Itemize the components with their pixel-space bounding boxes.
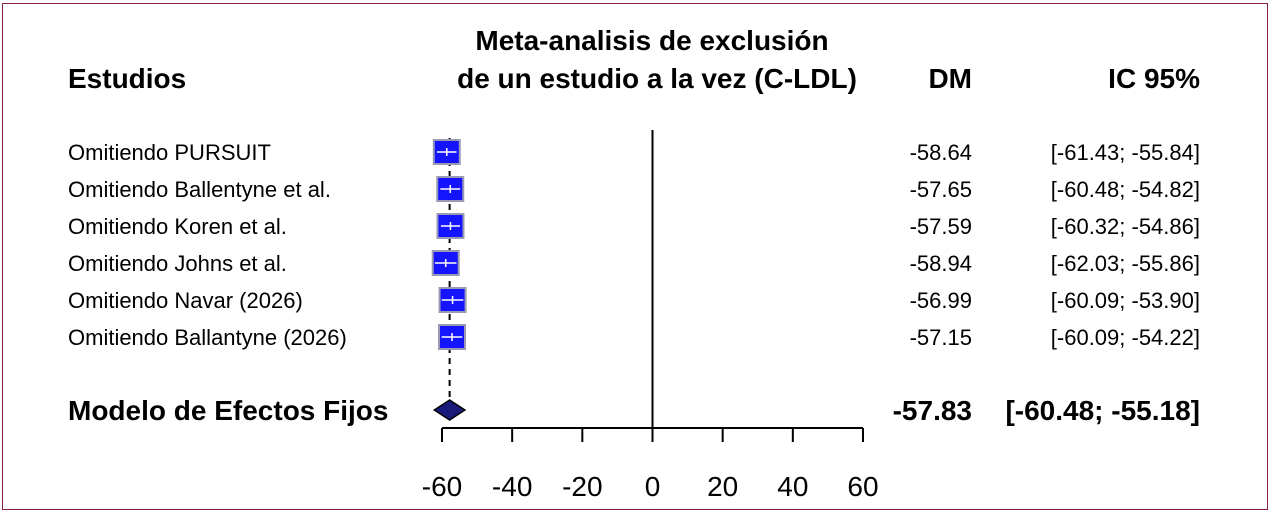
dm-header: DM: [928, 63, 972, 94]
study-label: Omitiendo Ballentyne et al.: [68, 177, 331, 202]
study-dm-value: -58.94: [910, 251, 972, 276]
x-tick-label: -60: [422, 471, 462, 502]
study-label: Omitiendo Ballantyne (2026): [68, 325, 347, 350]
chart-title-line1: Meta-analisis de exclusión: [475, 25, 828, 56]
study-dm-value: -57.15: [910, 325, 972, 350]
chart-title-line2: de un estudio a la vez (C-LDL): [457, 63, 857, 94]
study-dm-value: -57.59: [910, 214, 972, 239]
x-tick-label: -20: [562, 471, 602, 502]
study-label: Omitiendo Johns et al.: [68, 251, 287, 276]
summary-diamond: [432, 399, 467, 421]
study-ci-value: [-60.09; -53.90]: [1051, 288, 1200, 313]
studies-header: Estudios: [68, 63, 186, 94]
study-dm-value: -58.64: [910, 140, 972, 165]
study-label: Omitiendo Navar (2026): [68, 288, 303, 313]
study-label: Omitiendo Koren et al.: [68, 214, 287, 239]
study-ci-value: [-60.32; -54.86]: [1051, 214, 1200, 239]
study-dm-value: -56.99: [910, 288, 972, 313]
study-dm-value: -57.65: [910, 177, 972, 202]
x-tick-label: 0: [645, 471, 661, 502]
summary-ci-value: [-60.48; -55.18]: [1005, 395, 1200, 426]
x-tick-label: 40: [777, 471, 808, 502]
study-ci-value: [-60.09; -54.22]: [1051, 325, 1200, 350]
study-ci-value: [-61.43; -55.84]: [1051, 140, 1200, 165]
x-tick-label: 60: [847, 471, 878, 502]
ci-header: IC 95%: [1108, 63, 1200, 94]
x-tick-label: 20: [707, 471, 738, 502]
study-ci-value: [-62.03; -55.86]: [1051, 251, 1200, 276]
summary-label: Modelo de Efectos Fijos: [68, 395, 388, 426]
study-label: Omitiendo PURSUIT: [68, 140, 271, 165]
summary-dm-value: -57.83: [893, 395, 972, 426]
study-ci-value: [-60.48; -54.82]: [1051, 177, 1200, 202]
x-tick-label: -40: [492, 471, 532, 502]
figure-frame: [2, 3, 1268, 510]
